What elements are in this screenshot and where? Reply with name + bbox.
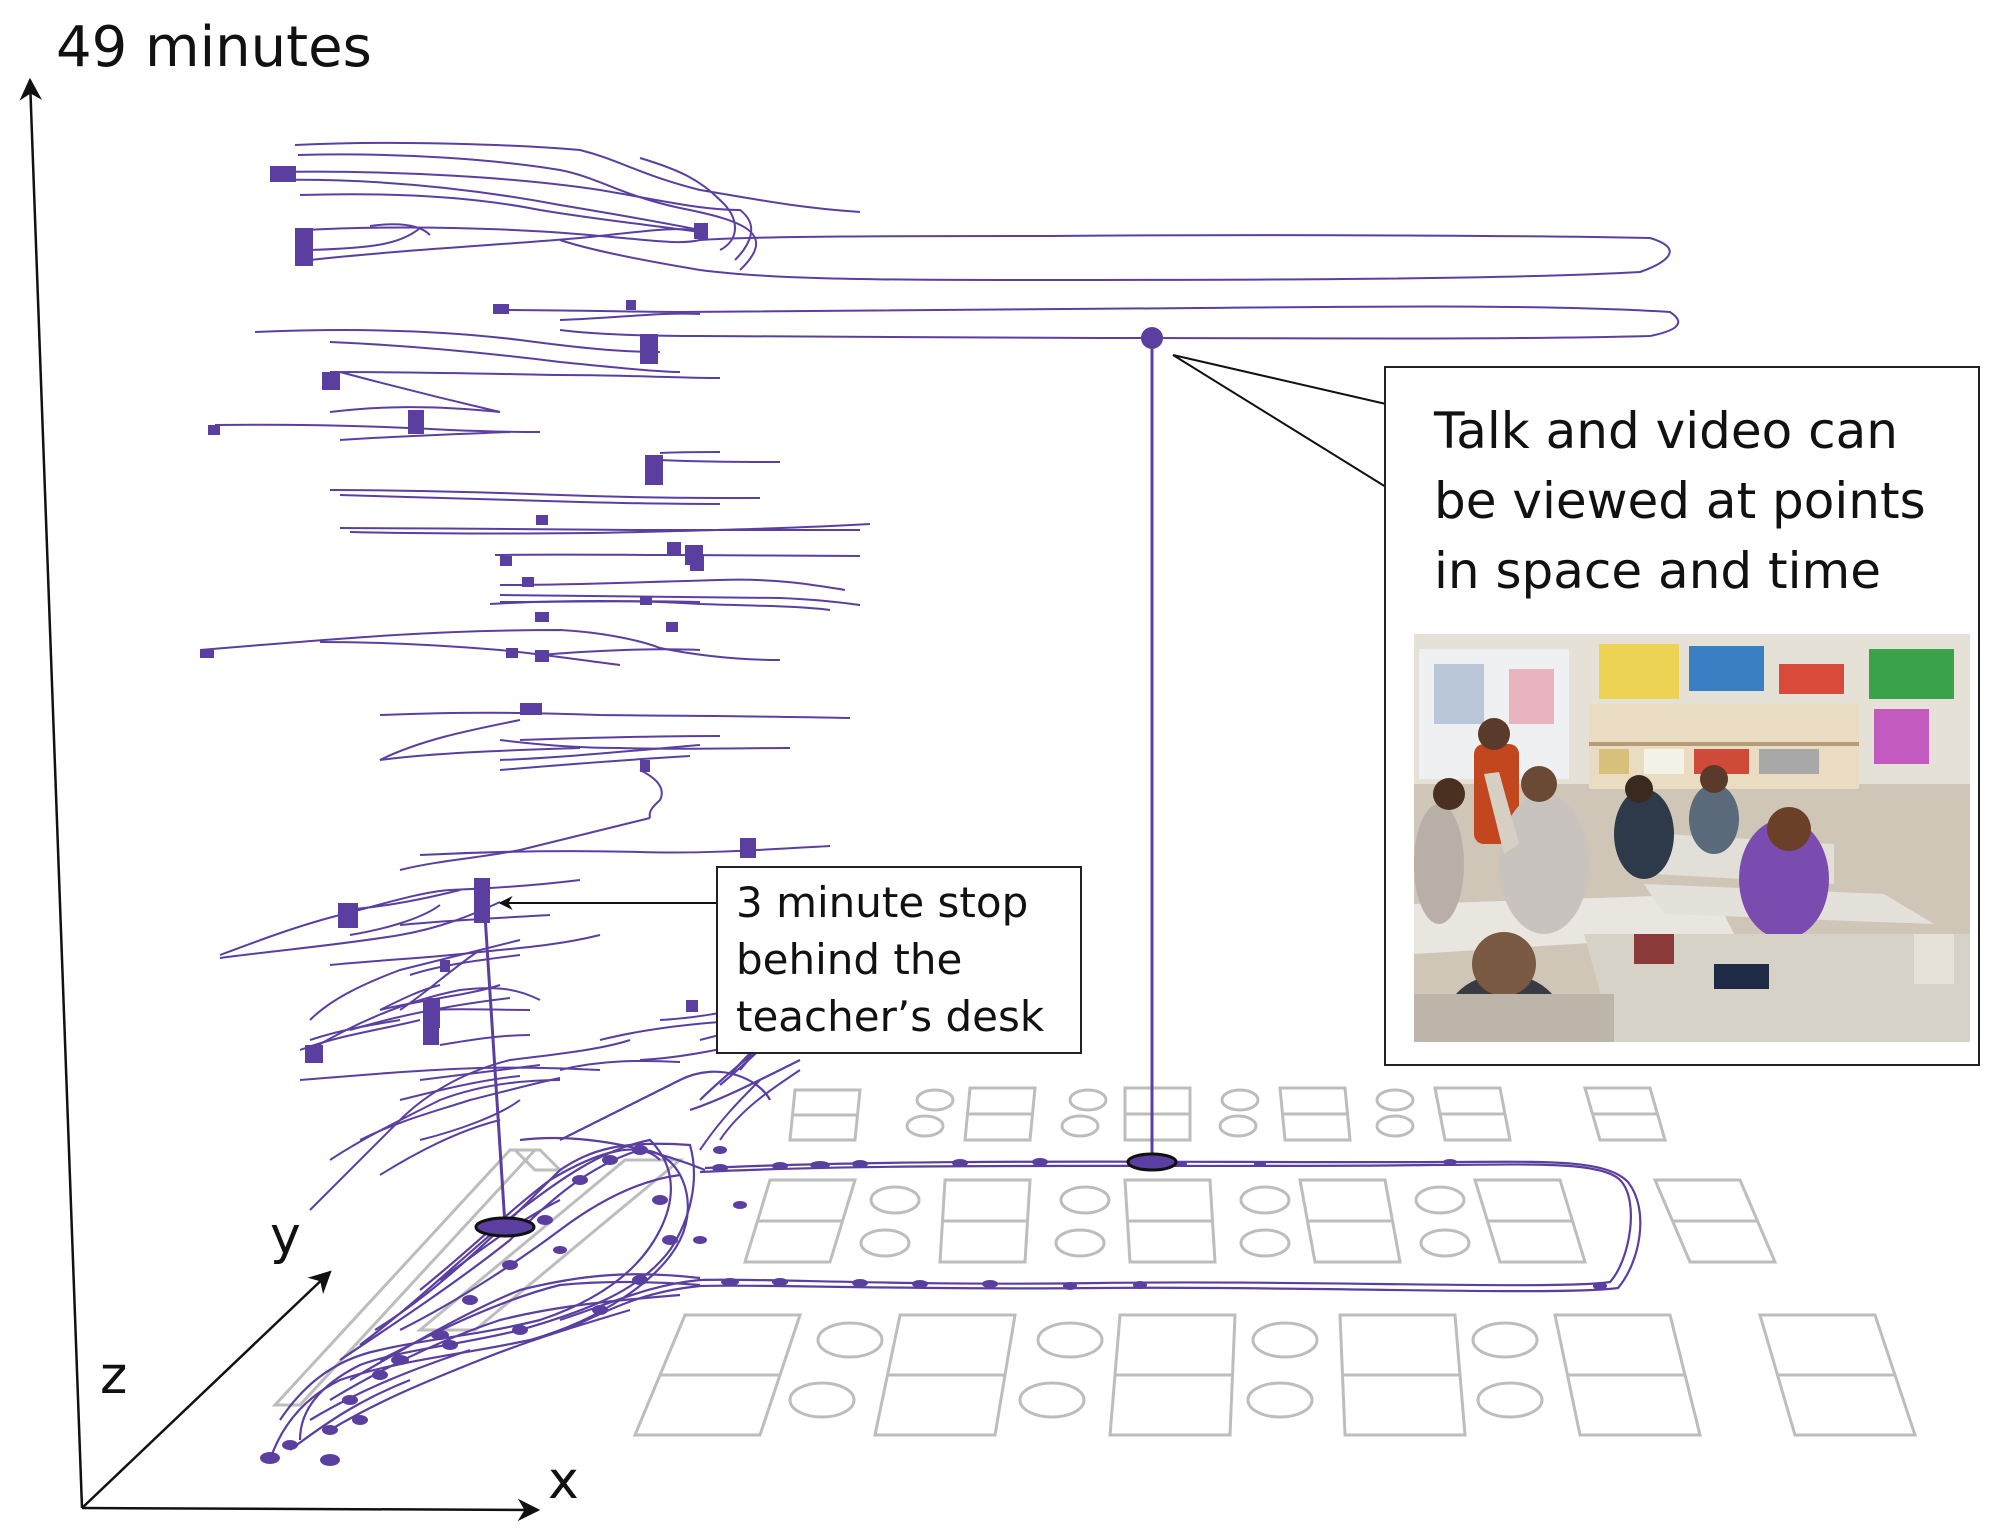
- space-time-trajectory: [199, 141, 1680, 1211]
- z-axis: [19, 77, 84, 1509]
- axes: [19, 77, 541, 1522]
- y-axis-label: y: [270, 1206, 301, 1266]
- floor-trajectory: [268, 989, 1642, 1461]
- classroom-video-still[interactable]: [1414, 634, 1970, 1042]
- video-ground-marker[interactable]: [1126, 1152, 1178, 1172]
- video-point-marker[interactable]: [1141, 327, 1163, 349]
- stop-annotation-line: behind the: [736, 935, 963, 984]
- desk-row-back: [788, 1086, 1667, 1142]
- talk-video-callout: Talk and video can be viewed at points i…: [1384, 366, 1980, 1066]
- desk-row-front: [632, 1313, 1918, 1437]
- time-axis-title: 49 minutes: [56, 15, 372, 80]
- stop-blocks: [200, 166, 756, 1063]
- z-axis-label: z: [100, 1346, 128, 1406]
- x-axis-label: x: [548, 1451, 579, 1511]
- stop-annotation-line: teacher’s desk: [736, 992, 1045, 1041]
- stop-ground-marker[interactable]: [474, 1216, 536, 1238]
- stop-stem: [482, 899, 507, 1226]
- x-axis: [81, 1498, 541, 1522]
- y-axis: [81, 1270, 332, 1509]
- desk-row-middle: [742, 1178, 1778, 1264]
- talk-callout-pointer: [1172, 354, 1387, 488]
- talk-callout-line: in space and time: [1434, 542, 1881, 600]
- stop-annotation-line: 3 minute stop: [736, 878, 1029, 927]
- classroom-floorplan: [271, 1086, 1918, 1437]
- dwell-points: [260, 1145, 1607, 1466]
- talk-callout-line: Talk and video can: [1434, 402, 1898, 460]
- stop-annotation-box: 3 minute stop behind the teacher’s desk: [716, 866, 1082, 1054]
- talk-callout-line: be viewed at points: [1434, 472, 1926, 530]
